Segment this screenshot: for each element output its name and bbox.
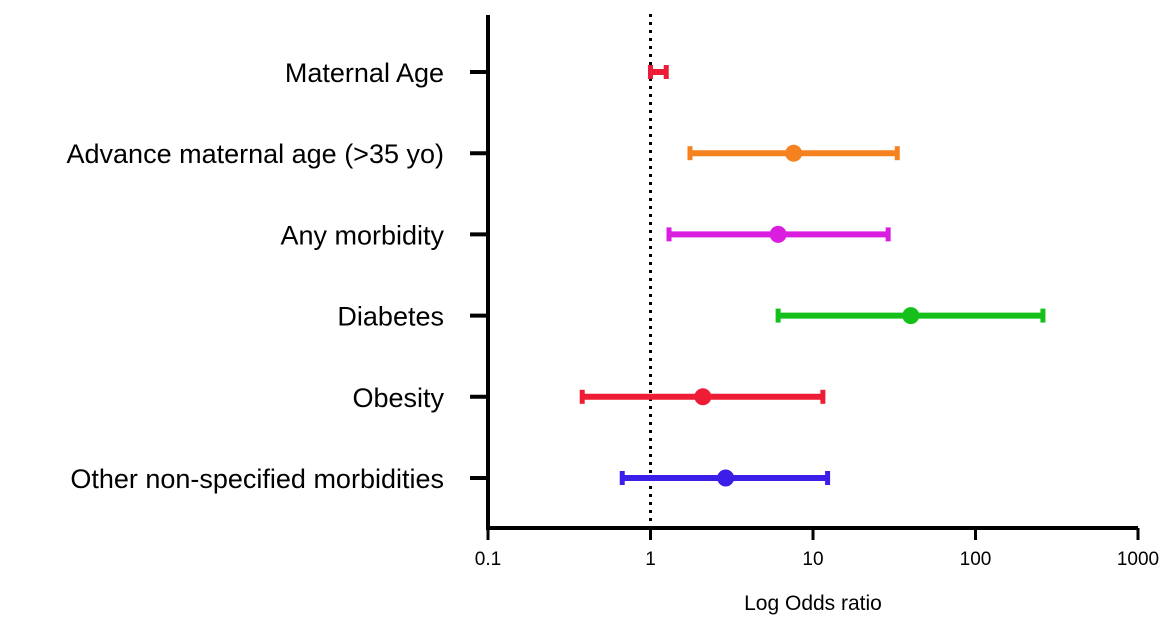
x-tick-label: 0.1 — [475, 549, 501, 570]
odds-ratio-point — [717, 470, 734, 487]
odds-ratio-point — [694, 388, 711, 405]
category-label: Diabetes — [337, 302, 444, 332]
category-label: Advance maternal age (>35 yo) — [67, 139, 444, 169]
error-bar-group — [778, 307, 1043, 324]
odds-ratio-point — [785, 145, 802, 162]
category-labels: Maternal Age Advance maternal age (>35 yo… — [67, 58, 488, 494]
x-tick-label: 1000 — [1117, 549, 1159, 570]
error-bar-group — [690, 145, 897, 162]
category-label: Any morbidity — [280, 220, 444, 250]
error-bar-group — [651, 65, 667, 79]
x-ticks: 0.1 1 10 100 1000 — [475, 528, 1159, 570]
category-label: Obesity — [352, 383, 444, 413]
odds-ratio-point — [770, 226, 787, 243]
error-bar-group — [669, 226, 888, 243]
error-bar-group — [622, 470, 827, 487]
category-label: Maternal Age — [285, 58, 444, 88]
x-tick-label: 1 — [645, 549, 656, 570]
x-tick-label: 10 — [802, 549, 823, 570]
x-axis-label: Log Odds ratio — [744, 592, 882, 615]
odds-ratio-point — [902, 307, 919, 324]
error-bar-group — [582, 388, 823, 405]
axes — [486, 14, 1138, 528]
x-tick-label: 100 — [960, 549, 992, 570]
category-label: Other non-specified morbidities — [70, 464, 444, 494]
